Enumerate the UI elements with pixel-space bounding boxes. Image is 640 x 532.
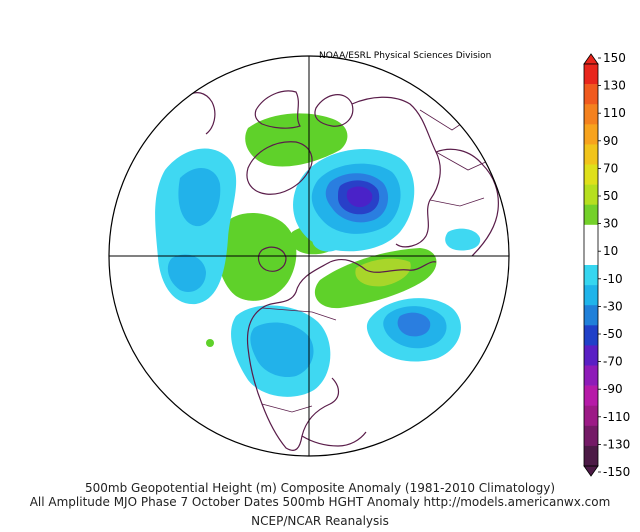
colorbar-label: 70 [603,161,618,175]
credit-text: NOAA/ESRL Physical Sciences Division [319,51,492,61]
colorbar-segment [584,385,598,406]
negative-anomaly-east-asia [445,228,481,251]
negative-anomaly-atlantic-core [178,167,221,227]
colorbar-bottom-arrow [583,465,599,477]
colorbar-segment [584,405,598,427]
colorbar-label: 110 [603,106,626,120]
colorbar-segment [584,184,598,205]
negative-anomaly-west-us-core [250,322,314,378]
colorbar-label: -150 [603,465,630,479]
negative-anomaly-atlantic-south [167,254,206,292]
border-eurasia-2 [435,151,491,171]
color-bar: 150 130 110 90 70 50 30 10 -10 -30 -50 -70 -90 -110 -1… [583,51,630,479]
colorbar-segment [584,265,598,286]
colorbar-label: 50 [603,189,618,203]
coast-alaska [329,258,437,273]
negative-anomaly-siberia-peak [346,186,373,208]
colorbar-segment [584,445,598,467]
colorbar-segment [584,204,598,226]
positive-anomaly-speck [206,339,214,347]
colorbar-segment [584,84,598,105]
colorbar-top-arrow [583,53,599,65]
negative-anomaly-north-pacific-peak [397,312,431,337]
colorbar-label: 30 [603,217,618,231]
colorbar-segment [584,224,598,246]
colorbar-segment [584,425,598,447]
coast-europe [254,90,301,129]
data-source: NCEP/NCAR Reanalysis [251,514,389,528]
colorbar-segment [584,144,598,165]
map-title: 500mb Geopotential Height (m) Composite … [84,481,555,495]
colorbar-segment [584,64,598,85]
colorbar-segment [584,104,598,125]
border-canada-us [261,307,337,321]
positive-anomaly-namerica [216,212,297,301]
coast-africa [185,92,216,135]
colorbar-label: -130 [603,437,630,451]
colorbar-segment [584,285,598,306]
border-us-mexico [261,403,313,413]
hemisphere-outline [108,55,510,457]
colorbar-segment [584,244,598,266]
coast-central-america [301,431,367,447]
coast-hudson-bay [257,246,287,272]
coast-scandinavia [314,94,354,127]
coast-greenland [246,141,313,195]
colorbar-segment [584,345,598,366]
map-subtitle: All Amplitude MJO Phase 7 October Dates … [29,495,611,509]
border-eurasia-3 [429,197,485,207]
colorbar-label: -30 [603,299,623,313]
colorbar-segment [584,325,598,346]
colorbar-label: 150 [603,51,626,65]
colorbar-label: -110 [603,410,630,424]
anomaly-fields [155,113,481,397]
coast-eurasia [351,96,441,248]
colorbar-segment [584,305,598,326]
colorbar-label: -50 [603,327,623,341]
colorbar-segment [584,365,598,386]
positive-anomaly-pacific-core [355,258,411,287]
negative-anomaly-alaska [312,232,342,252]
colorbar-label: -90 [603,382,623,396]
colorbar-label: 130 [603,79,626,93]
colorbar-label: 90 [603,134,618,148]
colorbar-label: -70 [603,355,623,369]
colorbar-segment [584,124,598,145]
colorbar-segment [584,164,598,185]
colorbar-frame [583,63,599,467]
colorbar-label: 10 [603,244,618,258]
colorbar-label: -10 [603,272,623,286]
